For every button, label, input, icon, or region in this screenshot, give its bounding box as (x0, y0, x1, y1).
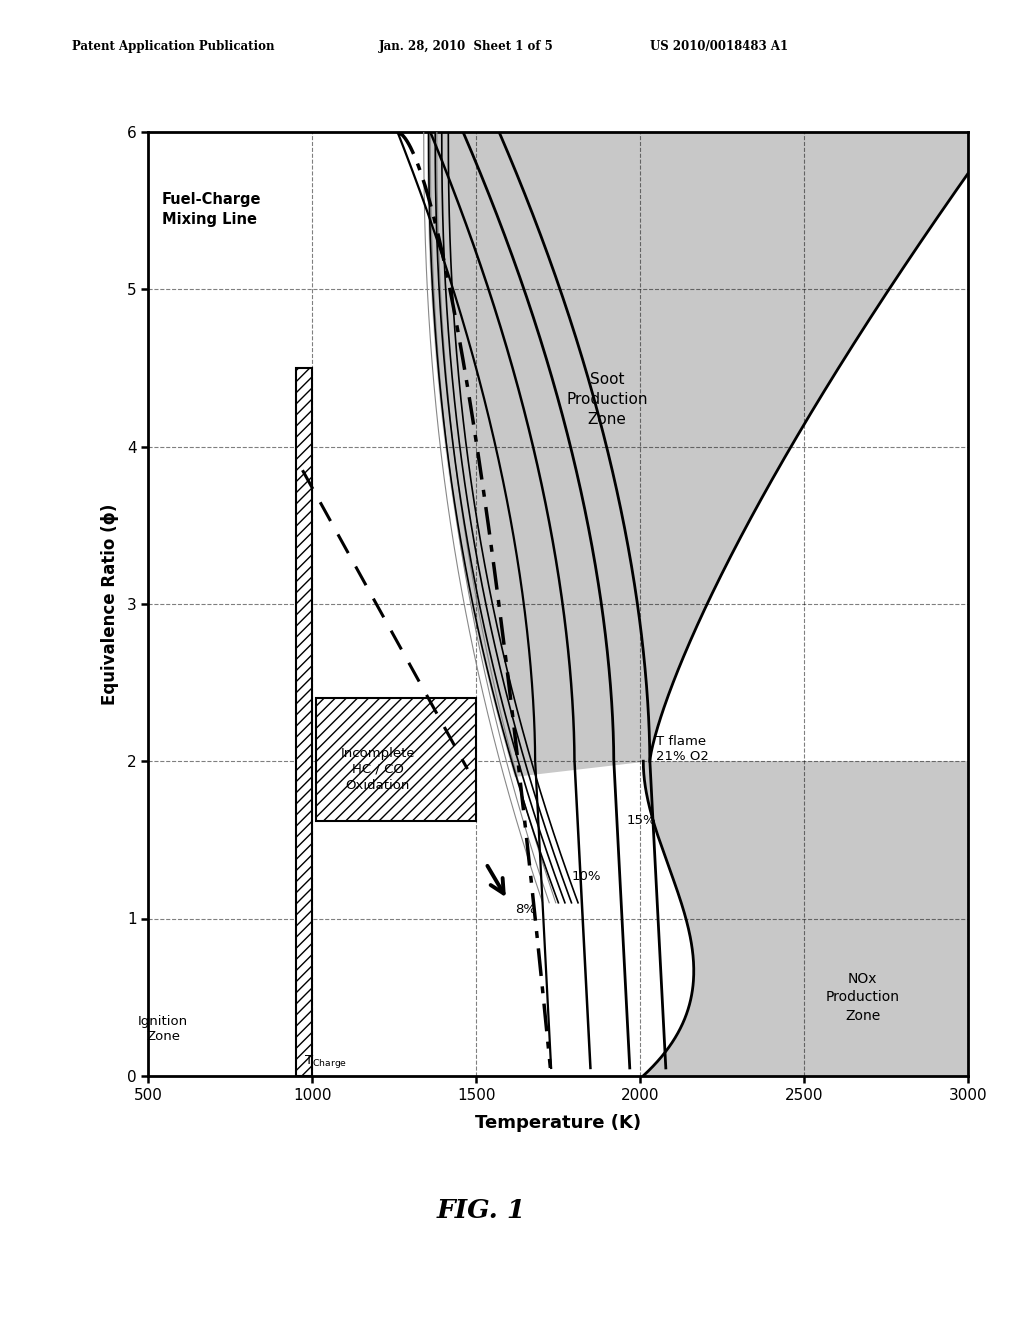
Bar (296, 368, 312, 1076)
Text: Soot
Production
Zone: Soot Production Zone (566, 372, 648, 426)
Text: 10%: 10% (571, 870, 601, 883)
Text: NOx
Production
Zone: NOx Production Zone (825, 972, 900, 1023)
Text: Fuel-Charge
Mixing Line: Fuel-Charge Mixing Line (162, 191, 261, 227)
Text: T flame
21% O2: T flame 21% O2 (656, 735, 710, 763)
X-axis label: Temperature (K): Temperature (K) (475, 1114, 641, 1131)
Text: 15%: 15% (627, 814, 656, 828)
Text: FIG. 1: FIG. 1 (436, 1199, 526, 1224)
Text: US 2010/0018483 A1: US 2010/0018483 A1 (650, 40, 788, 53)
Y-axis label: Equivalence Ratio (ϕ): Equivalence Ratio (ϕ) (100, 503, 119, 705)
Text: Ignition
Zone: Ignition Zone (138, 1015, 188, 1043)
Text: Jan. 28, 2010  Sheet 1 of 5: Jan. 28, 2010 Sheet 1 of 5 (379, 40, 554, 53)
Text: T$_{\mathrm{Charge}}$: T$_{\mathrm{Charge}}$ (304, 1052, 347, 1069)
Text: 8%: 8% (515, 903, 537, 916)
Polygon shape (643, 762, 968, 1076)
Text: Patent Application Publication: Patent Application Publication (72, 40, 274, 53)
Polygon shape (427, 132, 997, 777)
Bar (315, 698, 476, 821)
Text: Incomplete
HC / CO
Oxidation: Incomplete HC / CO Oxidation (341, 747, 415, 792)
